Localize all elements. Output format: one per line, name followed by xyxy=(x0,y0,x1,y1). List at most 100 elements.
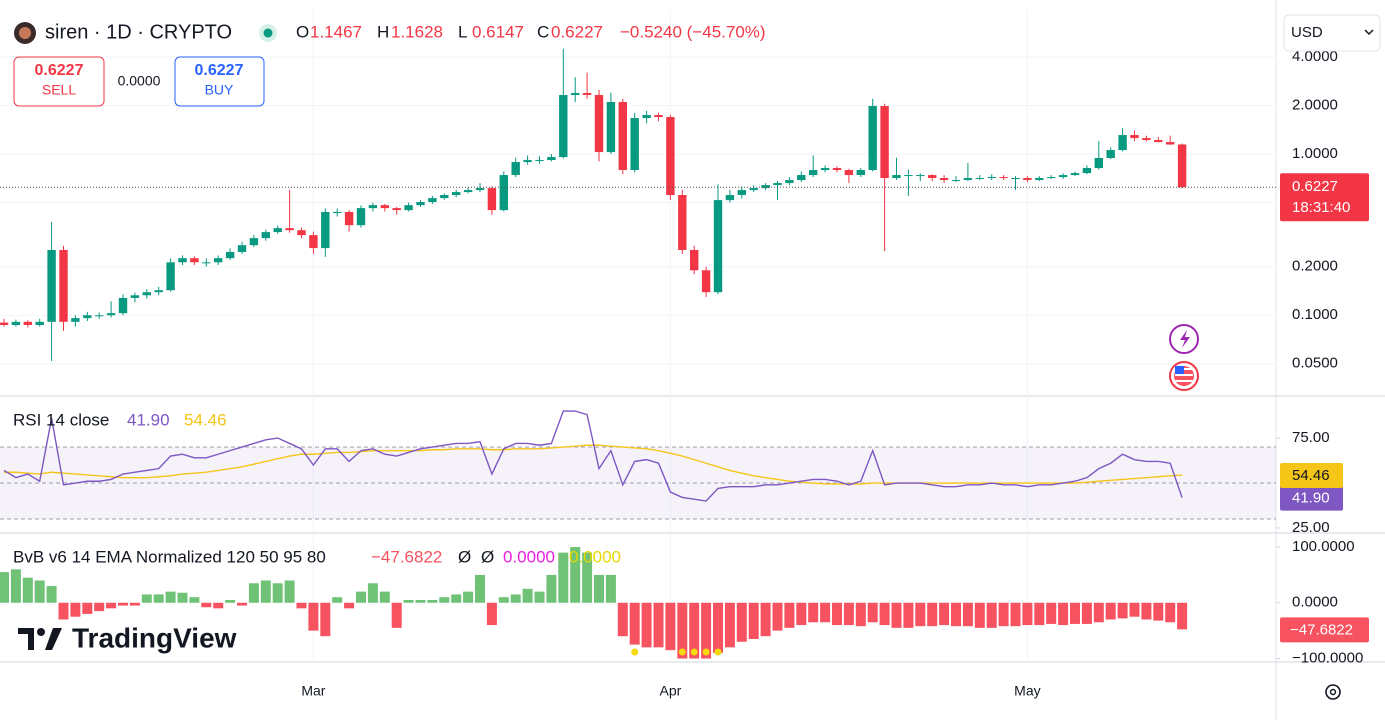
histogram-bar xyxy=(391,602,402,628)
currency-select[interactable] xyxy=(1283,14,1381,52)
histogram-bar xyxy=(653,602,664,648)
settings-icon xyxy=(1329,688,1337,696)
candle-body xyxy=(987,177,996,179)
histogram-bar xyxy=(1165,602,1176,623)
histogram-bar xyxy=(605,574,616,603)
histogram-bar xyxy=(463,591,474,603)
y-tick-label: 2.0000 xyxy=(1292,97,1338,114)
histogram-bar xyxy=(677,602,688,659)
buy-label: BUY xyxy=(205,82,234,98)
histogram-bar xyxy=(106,602,117,609)
histogram-bar xyxy=(546,574,557,603)
legend-value: 41.90 xyxy=(127,410,170,429)
candle-body xyxy=(71,318,80,322)
candle-body xyxy=(1023,178,1032,181)
y-tick-label: 75.00 xyxy=(1292,429,1330,446)
histogram-bar xyxy=(225,599,236,603)
brand-logo xyxy=(37,628,45,636)
histogram-bar xyxy=(10,569,21,603)
legend-extra: Ø xyxy=(481,547,494,566)
candle-body xyxy=(249,238,259,246)
brand-name: TradingView xyxy=(72,622,237,653)
candle-body xyxy=(356,208,366,226)
candle-body xyxy=(261,232,270,239)
candle-body xyxy=(440,195,449,199)
legend-extra: 0.0000 xyxy=(503,547,555,566)
candle-body xyxy=(844,170,854,176)
histogram-bar xyxy=(82,602,93,614)
histogram-bar xyxy=(189,597,200,603)
histogram-bar xyxy=(1141,602,1152,620)
candle-body xyxy=(368,205,378,209)
pane-title: RSI 14 close xyxy=(13,410,109,429)
histogram-bar xyxy=(796,602,807,626)
histogram-bar xyxy=(332,597,343,603)
ohlc-value: 1.1467 xyxy=(310,22,362,41)
candle-body xyxy=(654,115,663,118)
ohlc-value: 1.1628 xyxy=(391,22,443,41)
y-tick-label: 0.1000 xyxy=(1292,306,1338,323)
brand-logo xyxy=(18,628,62,650)
histogram-bar xyxy=(879,602,890,626)
histogram-bar xyxy=(974,602,985,628)
histogram-bar xyxy=(903,602,914,628)
spread: 0.0000 xyxy=(118,73,161,89)
flag-icon xyxy=(1175,380,1193,382)
candle-body xyxy=(166,262,175,291)
candle-body xyxy=(237,245,247,252)
histogram-bar xyxy=(713,602,723,653)
symbol-icon xyxy=(19,27,31,39)
histogram-bar xyxy=(1129,602,1140,617)
sell-button[interactable] xyxy=(13,56,105,107)
histogram-bar xyxy=(986,602,997,628)
overlay: siren · 1D · CRYPTO O 1.1467 H 1.1628 L 0.614… xyxy=(13,14,1381,700)
candle-body xyxy=(713,200,723,293)
y-tick-label: 0.0000 xyxy=(1292,594,1338,611)
ohlc-prefix: H xyxy=(377,22,389,41)
candle-body xyxy=(1094,158,1103,169)
ohlc-prefix: L xyxy=(458,22,467,41)
line-series xyxy=(3,410,1183,502)
histogram-bar xyxy=(760,602,771,637)
candle-body xyxy=(630,118,639,171)
pane xyxy=(0,410,1276,520)
candle-body xyxy=(297,230,306,236)
candle-body xyxy=(452,192,461,196)
signal-dot xyxy=(631,648,639,656)
histogram-bar xyxy=(534,591,545,603)
candle-body xyxy=(737,190,746,196)
histogram-bar xyxy=(320,602,331,637)
y-tick-label: 4.0000 xyxy=(1292,48,1338,65)
candle-body xyxy=(23,321,32,325)
histogram-bar xyxy=(1070,602,1080,624)
histogram-bar xyxy=(379,591,390,603)
ohlc-legend: O 1.1467 H 1.1628 L 0.6147 C 0.6227 −0.5240 (−45… xyxy=(296,22,766,41)
candle-body xyxy=(130,295,140,298)
histogram-bar xyxy=(1010,602,1021,627)
candle-body xyxy=(225,251,235,259)
candle-body xyxy=(725,195,735,201)
flag-icon xyxy=(1175,366,1184,374)
histogram-bar xyxy=(1058,602,1069,626)
histogram-bar xyxy=(522,588,533,603)
legend-extra: 0.0000 xyxy=(569,547,621,566)
currency-label: USD xyxy=(1291,24,1323,41)
histogram-bar xyxy=(141,594,152,603)
histogram-bar xyxy=(724,602,735,648)
candle-body xyxy=(1118,135,1127,151)
histogram-bar xyxy=(784,602,795,628)
y-tick-label: 100.0000 xyxy=(1292,538,1355,555)
ohlc-value: 0.6147 xyxy=(472,22,524,41)
settings-icon[interactable] xyxy=(1325,684,1341,700)
histogram-bar xyxy=(165,591,176,603)
histogram-bar xyxy=(356,591,366,603)
y-tick-label: 0.0500 xyxy=(1292,355,1338,372)
candle-body xyxy=(1058,175,1068,178)
histogram-bar xyxy=(308,602,319,631)
buy-button[interactable] xyxy=(174,56,265,107)
candle-body xyxy=(321,212,330,249)
histogram-bar xyxy=(1081,602,1092,624)
histogram-bar xyxy=(951,602,961,627)
candle-body xyxy=(1047,177,1056,179)
candle-body xyxy=(416,202,425,206)
